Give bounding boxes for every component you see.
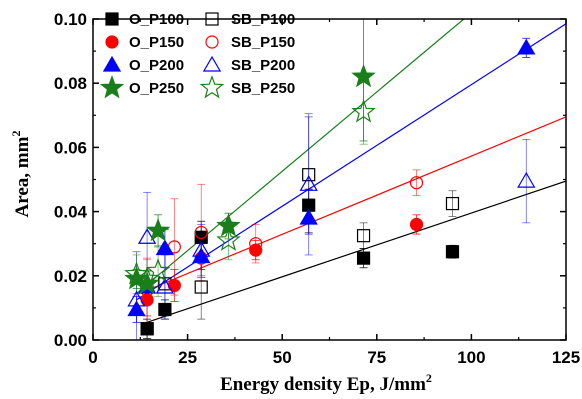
marker-o-p200 [299,208,318,225]
marker-sb-p250 [145,258,171,282]
marker-o-p100 [445,245,460,259]
marker-o-p100 [356,251,371,265]
legend-label: O_P250 [129,80,184,97]
marker-sb-p150 [249,237,263,251]
x-tick-label: 100 [457,348,485,367]
marker-sb-p200 [299,175,318,191]
marker-sb-p100 [140,322,154,336]
legend-label: SB_P100 [231,11,295,28]
marker-sb-p100 [302,168,316,182]
legend-marker [202,55,222,72]
legend-label: SB_P150 [231,34,295,51]
legend-marker [205,35,219,49]
y-tick-label: 0.04 [54,203,88,222]
fit-line-1 [146,116,566,291]
x-tick-label: 75 [367,348,386,367]
marker-sb-p250 [351,99,376,123]
marker-o-p100 [158,302,172,317]
legend-marker [105,35,119,49]
x-tick-label: 25 [178,348,197,367]
fit-line-0 [146,180,566,323]
marker-sb-p100 [356,229,371,243]
marker-sb-p200 [137,228,157,244]
marker-sb-p200 [192,240,211,257]
axes: 0 25 50 75 100 125 0.00 0.02 0.04 0.06 0.08 0.10 [54,10,580,367]
marker-o-p100 [140,322,154,336]
y-tick-label: 0.10 [54,10,87,29]
marker-sb-p250 [216,227,241,251]
legend-label: O_P150 [129,34,184,51]
legend-label: O_P100 [129,11,184,28]
legend-marker [205,12,219,26]
y-tick-label: 0.08 [54,74,87,93]
marker-sb-p150 [194,225,208,240]
marker-sb-p100 [445,196,460,211]
legend-label: SB_P250 [231,80,295,97]
legend-marker [105,12,119,26]
marker-o-p200 [155,239,175,256]
marker-sb-p200 [155,277,175,294]
marker-o-p200 [127,300,146,317]
legend: O_P100 O_P150 O_P200 O_P250 SB_P100 SB_P150 SB… [99,11,295,99]
marker-sb-p250 [134,266,160,290]
marker-sb-p200 [127,290,146,307]
marker-o-p150 [167,278,181,293]
y-tick-label: 0.00 [54,331,87,350]
x-axis-title: Energy density Ep, J/mm2 [220,371,432,395]
y-tick-label: 0.02 [54,267,87,286]
marker-o-p250 [145,217,171,242]
data-markers [124,38,536,336]
marker-o-p150 [409,217,424,232]
fit-line-3 [136,19,465,294]
legend-marker [199,75,225,99]
marker-o-p200 [517,38,536,55]
x-tick-label: 50 [273,348,292,367]
marker-sb-p100 [194,280,208,294]
legend-label: O_P200 [129,57,184,74]
marker-sb-p200 [517,171,536,188]
legend-label: SB_P200 [231,57,295,74]
legend-marker [102,55,122,72]
marker-sb-p250 [124,261,149,285]
marker-o-p250 [351,63,376,88]
legend-marker [99,75,125,99]
error-bars [132,18,531,341]
x-tick-label: 0 [88,348,97,367]
y-axis-title: Area, mm2 [9,131,33,218]
marker-sb-p150 [409,176,424,190]
x-tick-label: 125 [552,348,580,367]
y-tick-label: 0.06 [54,138,87,157]
